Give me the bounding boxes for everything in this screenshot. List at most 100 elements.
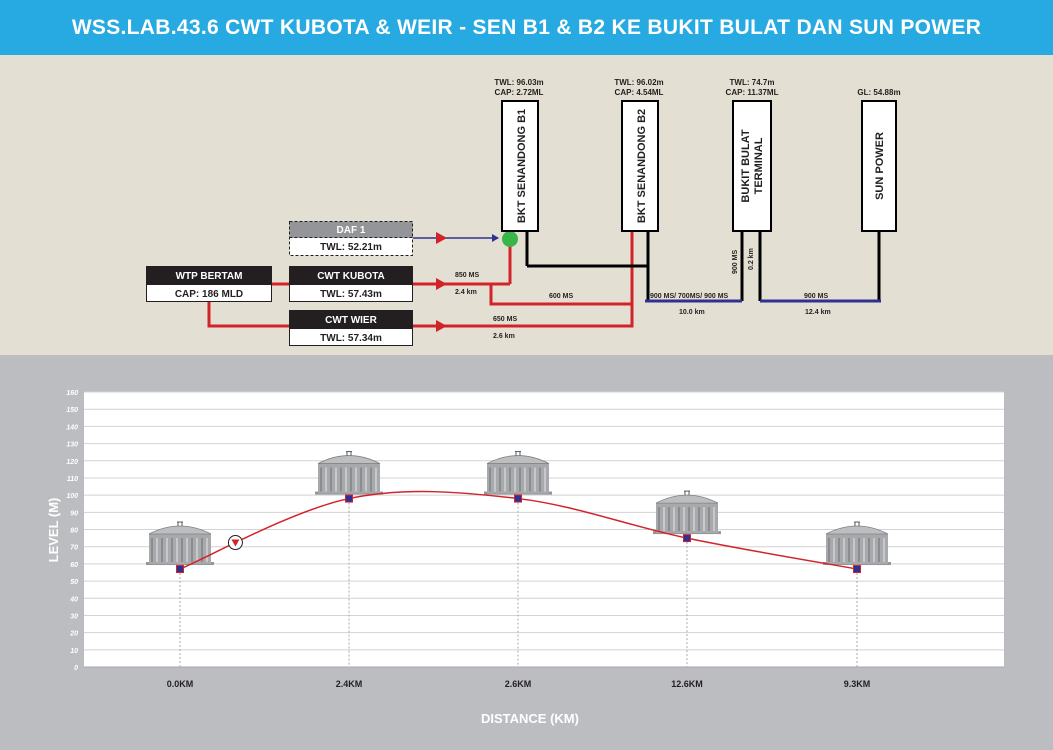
profile-chart-area: 0 10 20 30 40 50 60 70 80 90 100 110 120 130 140 150 160… <box>0 355 1053 745</box>
y-tick-label: 70 <box>70 545 78 552</box>
wtp-bertam-box: WTP BERTAM CAP: 186 MLD <box>146 266 272 302</box>
daf-value: TWL: 52.21m <box>320 242 382 253</box>
wier-value-bg <box>289 328 413 346</box>
x-axis-label: DISTANCE (KM) <box>481 711 579 726</box>
x-tick-label: 9.3KM <box>844 679 871 689</box>
label-kubota-size: 850 MS <box>455 272 479 279</box>
reservoir-tank-icon <box>315 451 383 495</box>
valve-icon <box>502 231 518 247</box>
x-tick-label: 0.0KM <box>167 679 194 689</box>
x-axis-ticks: 0.0KM 2.4KM 2.6KM 12.6KM 9.3KM <box>167 679 871 689</box>
pump-marker <box>227 535 243 551</box>
pipe-wtp-wier <box>207 296 289 328</box>
cwt-kubota-box: CWT KUBOTA TWL: 57.43m <box>289 266 413 302</box>
label-kubota-len: 2.4 km <box>455 289 477 296</box>
y-tick-label: 50 <box>70 579 78 586</box>
y-axis-ticks: 0 10 20 30 40 50 60 70 80 90 100 110 120 130 140 150 160 <box>66 390 78 672</box>
y-tick-label: 10 <box>70 648 78 655</box>
profile-chart: 0 10 20 30 40 50 60 70 80 90 100 110 120 130 140 150 160… <box>46 390 1004 726</box>
wier-value: TWL: 57.34m <box>320 333 382 344</box>
grid <box>84 391 1004 668</box>
y-tick-label: 150 <box>66 407 78 414</box>
daf-title: DAF 1 <box>337 225 366 236</box>
kubota-title: CWT KUBOTA <box>317 271 385 282</box>
schematic-svg: WTP BERTAM CAP: 186 MLD DAF 1 TWL: 52.21… <box>146 78 901 346</box>
y-tick-label: 140 <box>66 424 78 431</box>
tank-icons <box>146 451 891 566</box>
b2-twl: TWL: 96.02m <box>614 78 663 87</box>
data-point <box>683 534 691 543</box>
arrow-daf <box>492 234 499 242</box>
b2-name: BKT SENANDONG B2 <box>636 109 648 223</box>
y-tick-label: 80 <box>70 528 78 535</box>
pump-icon <box>436 320 447 332</box>
daf1-box: DAF 1 TWL: 52.21m <box>289 221 413 256</box>
data-point <box>176 565 184 574</box>
tower-bukit-bulat: TWL: 74.7m CAP: 11.37ML BUKIT BULAT TERM… <box>726 78 779 232</box>
page-title: WSS.LAB.43.6 CWT KUBOTA & WEIR - SEN B1 … <box>71 16 982 39</box>
tower-b2: TWL: 96.02m CAP: 4.54ML BKT SENANDONG B2 <box>614 78 664 232</box>
y-tick-label: 0 <box>74 665 78 672</box>
reservoir-tank-icon <box>484 451 552 495</box>
b1-name: BKT SENANDONG B1 <box>516 109 528 223</box>
y-tick-label: 30 <box>70 613 78 620</box>
network-schematic: WTP BERTAM CAP: 186 MLD DAF 1 TWL: 52.21… <box>0 55 1053 355</box>
reservoir-tank-icon <box>146 521 214 566</box>
bb-twl: TWL: 74.7m <box>730 78 775 87</box>
drop-lines <box>179 502 858 667</box>
wtp-value: CAP: 186 MLD <box>175 289 243 300</box>
sp-gl: GL: 54.88m <box>857 88 900 97</box>
kubota-value-bg <box>289 284 413 302</box>
label-sp-size: 900 MS <box>804 293 828 300</box>
bb-cap: CAP: 11.37ML <box>726 88 779 97</box>
y-tick-label: 100 <box>66 493 78 500</box>
kubota-title-bg <box>289 266 413 284</box>
tower-sun-power: GL: 54.88m SUN POWER <box>857 88 901 232</box>
data-point <box>514 494 522 503</box>
label-sp-len: 12.4 km <box>805 309 831 316</box>
data-point <box>345 494 353 503</box>
tower-b1: TWL: 96.03m CAP: 2.72ML BKT SENANDONG B1 <box>494 78 544 232</box>
sp-name: SUN POWER <box>874 132 886 200</box>
pump-icon <box>436 232 447 244</box>
pipe-wier-b2 <box>413 304 634 328</box>
wier-title: CWT WIER <box>325 315 377 326</box>
bb-box <box>732 100 772 232</box>
pump-icon <box>227 535 243 551</box>
y-tick-label: 130 <box>66 442 78 449</box>
y-tick-label: 120 <box>66 459 78 466</box>
b1-twl: TWL: 96.03m <box>494 78 543 87</box>
b2-box <box>621 100 659 232</box>
wier-title-bg <box>289 310 413 328</box>
reservoir-tank-icon <box>653 490 721 535</box>
y-tick-label: 160 <box>66 390 78 397</box>
cwt-wier-box: CWT WIER TWL: 57.34m <box>289 310 413 346</box>
label-wier-len: 2.6 km <box>493 333 515 340</box>
y-tick-label: 20 <box>69 631 78 638</box>
sp-box <box>861 100 897 232</box>
label-wier-size: 650 MS <box>493 316 517 323</box>
label-bb-vert-size: 900 MS <box>732 250 739 274</box>
x-tick-label: 2.4KM <box>336 679 363 689</box>
kubota-value: TWL: 57.43m <box>320 289 382 300</box>
y-tick-label: 60 <box>70 562 78 569</box>
wtp-title: WTP BERTAM <box>176 271 243 282</box>
data-point <box>853 565 861 574</box>
bb-name-line2: TERMINAL <box>753 137 765 194</box>
wtp-value-bg <box>146 284 272 302</box>
y-tick-label: 90 <box>70 510 78 517</box>
y-tick-label: 40 <box>69 596 78 603</box>
y-tick-label: 110 <box>67 476 78 483</box>
b1-cap: CAP: 2.72ML <box>495 88 544 97</box>
daf-value-bg <box>289 237 413 256</box>
x-tick-label: 2.6KM <box>505 679 532 689</box>
label-bb-feed-len: 10.0 km <box>679 309 705 316</box>
title-bar: WSS.LAB.43.6 CWT KUBOTA & WEIR - SEN B1 … <box>0 0 1053 55</box>
wtp-title-bg <box>146 266 272 284</box>
b1-box <box>501 100 539 232</box>
reservoir-tank-icon <box>823 521 891 566</box>
data-markers <box>176 494 861 574</box>
label-mid-size: 600 MS <box>549 293 573 300</box>
label-bb-feed-size: 900 MS/ 700MS/ 900 MS <box>650 293 729 300</box>
bb-name-line1: BUKIT BULAT <box>740 129 752 202</box>
